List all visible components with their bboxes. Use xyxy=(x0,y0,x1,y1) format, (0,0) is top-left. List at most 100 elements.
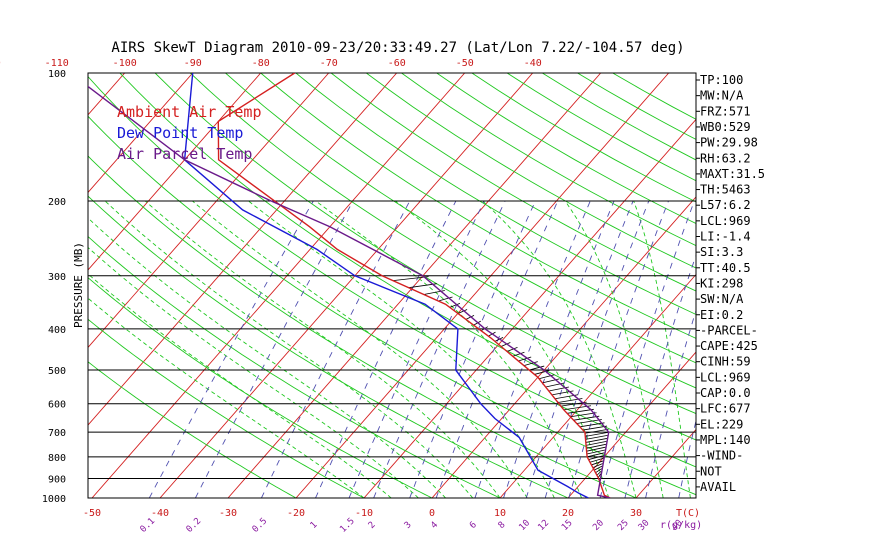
cape-hatch-mark xyxy=(506,347,518,352)
stability-index: AVAIL xyxy=(700,480,736,494)
cape-hatch-mark xyxy=(457,309,468,314)
legend-air-parcel-temp: Air Parcel Temp xyxy=(117,145,252,163)
stability-index: CAPE:425 xyxy=(700,339,758,353)
mixing-ratio-line xyxy=(348,200,485,498)
mixing-ratio-tick-label: 4 xyxy=(429,520,440,531)
dry-adiabat-line xyxy=(189,73,696,389)
cape-hatch-mark xyxy=(586,441,607,446)
cape-hatch-mark xyxy=(585,438,608,443)
dry-adiabat-line xyxy=(154,73,696,415)
stability-index: NOT xyxy=(700,464,722,478)
cape-hatch-mark xyxy=(529,365,545,371)
mixing-ratio-tick-label: 10 xyxy=(517,518,532,533)
cape-hatch-mark xyxy=(586,446,606,452)
pressure-tick-label: 300 xyxy=(48,272,66,283)
top-temp-tick-label: -80 xyxy=(252,58,270,69)
moist-adiabat-line xyxy=(192,200,528,498)
moist-adiabat-line xyxy=(315,200,583,498)
cape-hatch-mark xyxy=(588,455,605,460)
stability-index: LFC:677 xyxy=(700,402,751,416)
moist-adiabat-line xyxy=(633,200,691,498)
cape-hatch-mark xyxy=(586,443,606,449)
dry-adiabat-line xyxy=(366,73,696,269)
cape-hatch-mark xyxy=(523,361,538,366)
cape-hatch-mark xyxy=(596,470,602,476)
mixing-ratio-line xyxy=(315,200,457,498)
stability-index: TH:5463 xyxy=(700,183,751,197)
mixing-ratio-tick-label: 25 xyxy=(616,518,631,533)
legend-ambient-air-temp: Ambient Air Temp xyxy=(117,103,262,121)
dry-adiabat-line xyxy=(471,73,696,203)
cape-hatch-mark xyxy=(465,315,475,320)
bottom-temp-tick-label: 10 xyxy=(494,508,506,519)
plot-frame xyxy=(87,72,697,499)
cape-hatch-mark xyxy=(518,356,532,362)
stability-index: SW:N/A xyxy=(700,292,744,306)
mixing-ratio-tick-label: 20 xyxy=(591,518,606,533)
dry-adiabat-line xyxy=(225,73,696,364)
dry-adiabat-line xyxy=(436,73,696,225)
cape-hatch-mark xyxy=(573,415,600,421)
mixing-ratio-tick-label: 0.5 xyxy=(251,516,270,535)
dry-adiabat-line xyxy=(88,75,696,468)
moist-adiabat-line xyxy=(395,200,610,498)
mixing-ratio-tick-label: 3 xyxy=(403,520,414,531)
stability-index: LCL:969 xyxy=(700,214,751,228)
bottom-temp-tick-label: -20 xyxy=(287,508,305,519)
cape-hatch-mark xyxy=(512,351,525,357)
mixing-ratio-line xyxy=(194,200,354,498)
cape-hatch-mark xyxy=(538,374,555,380)
bottom-temp-tick-label: -10 xyxy=(355,508,373,519)
legend: Ambient Air Temp Dew Point Temp Air Parc… xyxy=(117,103,262,163)
mixing-ratio-line xyxy=(409,200,536,498)
isotherm-line xyxy=(88,73,262,271)
cape-hatch-mark xyxy=(589,457,604,463)
mixing-ratio-tick-label: 0.1 xyxy=(139,516,158,535)
cape-hatch-mark xyxy=(534,370,550,375)
cape-hatch-mark xyxy=(582,425,608,431)
stability-index: FRZ:571 xyxy=(700,104,751,118)
cape-hatch-mark xyxy=(591,460,604,466)
isotherm-line xyxy=(772,73,870,498)
dry-adiabat-line xyxy=(88,361,297,498)
pressure-tick-label: 100 xyxy=(48,69,66,80)
dry-adiabat-line xyxy=(88,155,637,498)
isotherm-line xyxy=(159,73,534,498)
dry-adiabat-line xyxy=(295,73,696,315)
mixing-ratio-tick-label: 1 xyxy=(309,520,320,531)
pressure-tick-label: 1000 xyxy=(42,494,66,505)
pressure-tick-label: 600 xyxy=(48,400,66,411)
cape-hatch-mark xyxy=(567,408,594,414)
bottom-temp-tick-label: 20 xyxy=(562,508,574,519)
bottom-temp-tick-label: -50 xyxy=(83,508,101,519)
chart-title: AIRS SkewT Diagram 2010-09-23/20:33:49.2… xyxy=(111,40,684,56)
stability-index: CAP:0.0 xyxy=(700,386,751,400)
mixing-ratio-line xyxy=(678,419,696,498)
cape-hatch-mark xyxy=(570,412,597,418)
cape-hatch-mark xyxy=(584,428,609,434)
sounding-profiles xyxy=(88,73,611,498)
stability-index: TT:40.5 xyxy=(700,261,751,275)
isotherm-line xyxy=(295,73,670,498)
top-temp-tick-label: -60 xyxy=(388,58,406,69)
cape-hatch-mark xyxy=(576,419,602,424)
moist-adiabat-line xyxy=(144,200,501,498)
stability-index: MPL:140 xyxy=(700,433,751,447)
stability-index: -PARCEL- xyxy=(700,323,758,337)
pressure-tick-label: 400 xyxy=(48,325,66,336)
stability-index: KI:298 xyxy=(700,276,743,290)
isotherm-line xyxy=(363,118,696,498)
dry-adiabat-line xyxy=(119,73,696,441)
moist-adiabat-line xyxy=(564,200,664,498)
moist-adiabat-line xyxy=(104,200,474,498)
dry-adiabat-line xyxy=(88,195,569,498)
mixing-ratio-tick-label: 1.5 xyxy=(338,516,357,535)
stability-index: WB0:529 xyxy=(700,120,751,134)
isotherm-line xyxy=(91,73,466,498)
mixing-ratio-line xyxy=(373,200,506,498)
isotherm-line xyxy=(227,73,602,498)
isotherm-line xyxy=(88,73,194,194)
mixing-ratio-tick-label: 6 xyxy=(468,520,479,531)
cape-hatch-mark xyxy=(579,422,605,428)
